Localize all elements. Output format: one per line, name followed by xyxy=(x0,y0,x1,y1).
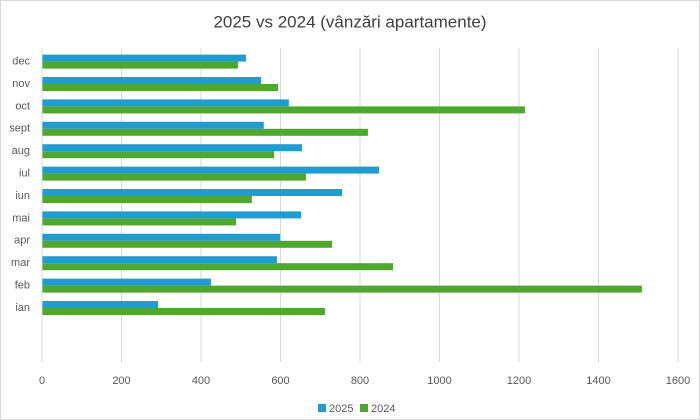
bar xyxy=(42,233,281,241)
y-tick-label: sept xyxy=(9,123,30,135)
y-tick-label: nov xyxy=(12,78,30,90)
bar xyxy=(42,263,393,271)
x-tick-label: 400 xyxy=(192,375,210,387)
legend-swatch xyxy=(360,404,368,412)
bar xyxy=(42,144,302,152)
x-tick-label: 800 xyxy=(351,375,369,387)
bar xyxy=(42,128,368,136)
legend-swatch xyxy=(318,404,326,412)
y-tick-label: iul xyxy=(19,168,30,180)
bar xyxy=(42,285,642,293)
y-tick-label: aug xyxy=(12,145,30,157)
y-tick-label: feb xyxy=(15,280,30,292)
bar xyxy=(42,308,326,315)
x-tick-label: 1200 xyxy=(507,375,531,387)
bar xyxy=(42,54,246,62)
bar xyxy=(42,240,333,248)
bar xyxy=(42,84,279,91)
bar xyxy=(42,151,275,159)
bar xyxy=(42,278,211,286)
bar xyxy=(42,256,277,264)
chart-title: 2025 vs 2024 (vânzări apartamente) xyxy=(213,12,486,31)
x-tick-label: 1600 xyxy=(666,375,690,387)
y-tick-label: dec xyxy=(12,56,30,68)
y-tick-label: oct xyxy=(15,100,30,112)
legend-label: 2024 xyxy=(371,403,395,415)
bar xyxy=(42,99,289,107)
x-tick-label: 1400 xyxy=(586,375,610,387)
bar xyxy=(42,196,252,203)
bar xyxy=(42,121,264,129)
y-tick-label: mai xyxy=(12,212,30,224)
bar xyxy=(42,218,236,226)
bar xyxy=(42,61,238,69)
bar xyxy=(42,77,262,84)
bar xyxy=(42,166,380,174)
x-tick-label: 200 xyxy=(112,375,130,387)
bar xyxy=(42,301,159,308)
x-tick-label: 0 xyxy=(39,375,45,387)
x-tick-label: 600 xyxy=(271,375,289,387)
y-tick-label: mar xyxy=(11,257,30,269)
bar xyxy=(42,106,525,114)
bar xyxy=(42,189,343,196)
y-tick-label: apr xyxy=(14,235,30,247)
y-tick-label: iun xyxy=(15,190,30,202)
bar xyxy=(42,173,306,181)
bar xyxy=(42,211,302,219)
legend-label: 2025 xyxy=(329,403,353,415)
x-tick-label: 1000 xyxy=(427,375,451,387)
y-tick-label: ian xyxy=(15,302,30,314)
